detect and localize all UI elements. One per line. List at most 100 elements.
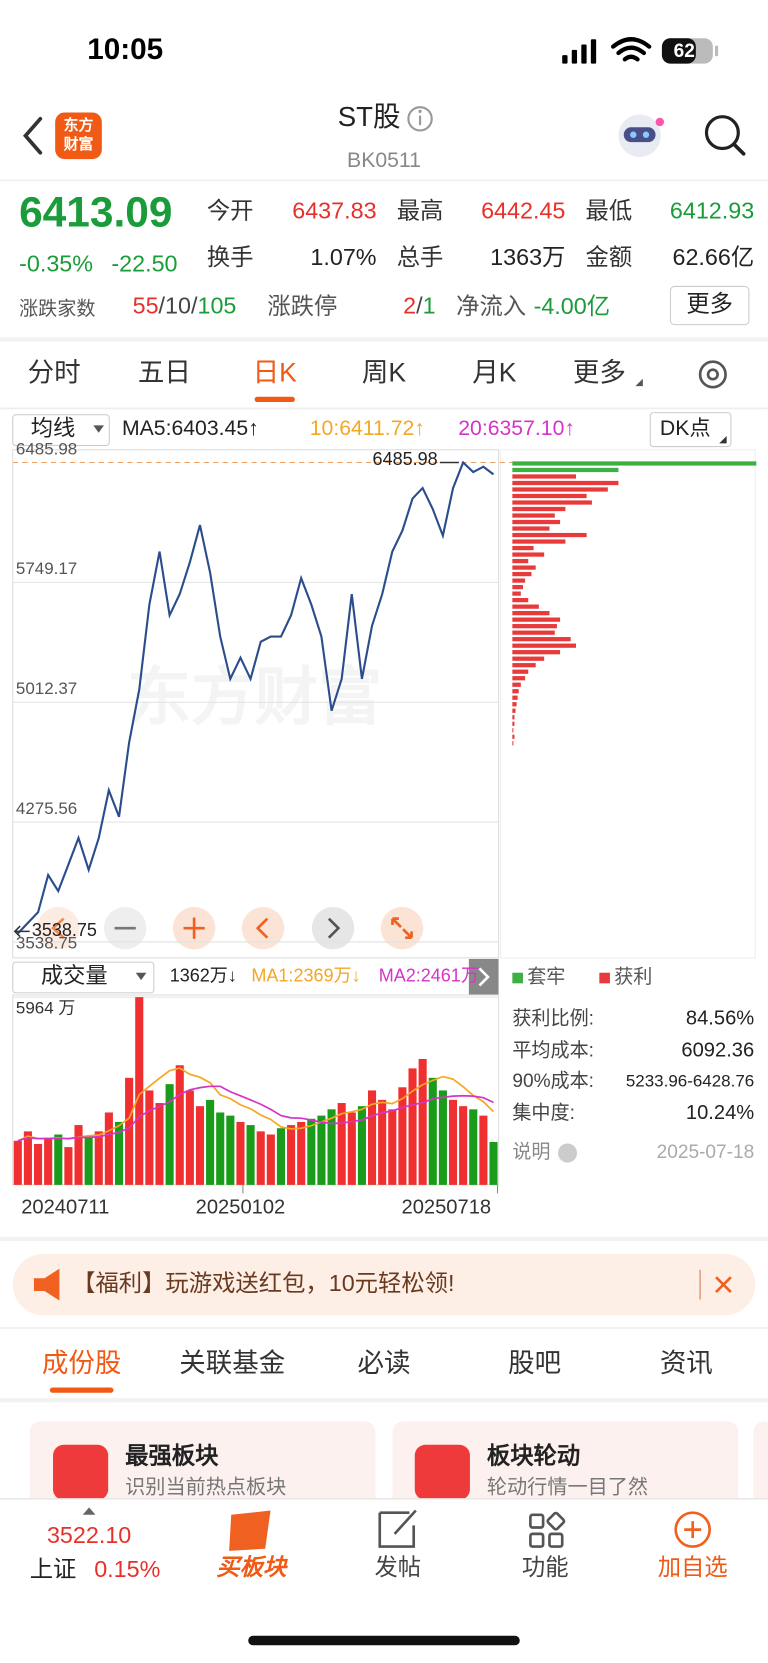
- volume-bar: [317, 1115, 326, 1185]
- limit-count: 1: [423, 293, 436, 319]
- chip-bar: [512, 558, 529, 564]
- ma-selector-label[interactable]: 均线: [31, 416, 76, 441]
- nav-label[interactable]: 功能: [522, 1554, 569, 1580]
- chip-bar: [512, 682, 521, 687]
- chip-bar: [512, 493, 587, 499]
- chip-bar: [512, 643, 576, 648]
- content-tab[interactable]: 必读: [357, 1348, 410, 1378]
- more-label[interactable]: 更多: [686, 291, 733, 317]
- nav-icon[interactable]: [378, 1509, 417, 1548]
- chart-toolbar[interactable]: [37, 906, 424, 950]
- change-percent: -0.35%: [19, 250, 93, 276]
- card[interactable]: [29, 1421, 376, 1517]
- chip-bar: [512, 708, 516, 713]
- volume-bar: [44, 1137, 53, 1185]
- chip-bar: [512, 715, 515, 720]
- limit-count: 2: [403, 293, 416, 319]
- card[interactable]: [392, 1421, 739, 1517]
- expand-button[interactable]: [468, 958, 499, 996]
- nav-icon[interactable]: [229, 1510, 271, 1551]
- volume-bar: [246, 1125, 255, 1185]
- info-icon-bar: [419, 115, 422, 126]
- volume-bar: [94, 1131, 103, 1185]
- change-amount: -22.50: [111, 250, 177, 276]
- period-tab[interactable]: 日K: [253, 357, 297, 387]
- more-button[interactable]: [669, 285, 750, 326]
- period-tab[interactable]: 分时: [28, 357, 81, 387]
- search-button[interactable]: [704, 115, 746, 156]
- max-annotation: 6485.98: [373, 449, 438, 469]
- info-icon[interactable]: [557, 1143, 578, 1163]
- card-title[interactable]: 最强板块: [125, 1443, 219, 1469]
- volume-bar: [13, 1140, 22, 1185]
- legend-label: 套牢: [527, 966, 565, 988]
- legend-swatch: [512, 972, 523, 984]
- stat-value: 10.24%: [686, 1102, 754, 1124]
- field-label: 最高: [397, 197, 444, 223]
- nav-label[interactable]: 加自选: [658, 1554, 728, 1580]
- promo-banner[interactable]: [12, 1253, 756, 1316]
- banner-text[interactable]: 【福利】玩游戏送红包，10元轻松领!: [72, 1270, 454, 1296]
- field-label: 最低: [586, 197, 633, 223]
- close-button[interactable]: [715, 1276, 732, 1293]
- stat-value: 6092.36: [681, 1040, 754, 1062]
- ma20-value: 20:6357.10↑: [458, 417, 575, 440]
- period-tab[interactable]: 五日: [138, 357, 191, 387]
- volume-bar: [307, 1118, 316, 1185]
- bottom-nav: [0, 1498, 768, 1663]
- volume-selector[interactable]: [12, 961, 155, 994]
- card[interactable]: [753, 1421, 768, 1517]
- volume-bar: [74, 1125, 83, 1185]
- chip-bar: [512, 702, 517, 707]
- limit-count: /: [416, 293, 423, 319]
- stat-note[interactable]: 说明: [512, 1141, 550, 1163]
- robot-avatar[interactable]: [618, 114, 665, 157]
- stat-label: 平均成本:: [512, 1039, 594, 1061]
- dk-button[interactable]: [649, 412, 732, 448]
- volume-bar: [489, 1142, 498, 1185]
- period-tab[interactable]: 月K: [472, 357, 517, 387]
- stat-label: 90%成本:: [512, 1070, 594, 1092]
- info-icon[interactable]: [407, 106, 433, 132]
- chip-bar: [512, 571, 532, 577]
- back-button[interactable]: [22, 116, 43, 155]
- x-tick-label: 20250718: [402, 1197, 492, 1219]
- breadth-count: /10/: [159, 293, 198, 319]
- ma5-value: MA5:6403.45↑: [122, 417, 259, 440]
- volume-bar: [408, 1068, 417, 1185]
- field-label: 总手: [397, 244, 444, 270]
- volume-bar: [84, 1137, 93, 1185]
- chip-bar: [512, 500, 592, 505]
- nav-icon[interactable]: [674, 1511, 711, 1548]
- watermark: 东方财富: [127, 662, 382, 733]
- breadth: 55/10/105: [133, 293, 237, 319]
- period-tab[interactable]: 周K: [362, 357, 407, 387]
- volume-selector-label[interactable]: 成交量: [41, 963, 108, 988]
- dk-label[interactable]: DK点: [660, 416, 711, 440]
- card-subtitle: 识别当前热点板块: [125, 1476, 286, 1499]
- content-tab[interactable]: 关联基金: [179, 1348, 285, 1378]
- settings-icon[interactable]: [698, 360, 727, 389]
- chip-bar: [512, 656, 545, 661]
- volume-bar: [185, 1090, 194, 1185]
- content-tab[interactable]: 资讯: [660, 1348, 713, 1378]
- chip-bar: [512, 637, 571, 642]
- card-title[interactable]: 板块轮动: [487, 1442, 580, 1469]
- chip-bar: [512, 721, 515, 726]
- chip-bar: [512, 506, 566, 512]
- nav-icon[interactable]: [529, 1511, 566, 1548]
- inflow-label: 净流入: [456, 293, 526, 319]
- ma-selector[interactable]: [12, 414, 110, 447]
- chip-bar: [512, 467, 619, 473]
- nav-label[interactable]: 买板块: [216, 1554, 288, 1580]
- chip-bar: [512, 663, 536, 668]
- chip-bar: [512, 539, 566, 544]
- content-tab[interactable]: 成份股: [42, 1348, 122, 1378]
- period-tab[interactable]: 更多: [573, 357, 626, 387]
- volume-latest: 1362万↓: [170, 966, 237, 986]
- content-tab[interactable]: 股吧: [508, 1348, 561, 1378]
- index-name: 上证: [30, 1556, 77, 1582]
- nav-label[interactable]: 发帖: [374, 1554, 421, 1580]
- chip-bar: [512, 584, 523, 590]
